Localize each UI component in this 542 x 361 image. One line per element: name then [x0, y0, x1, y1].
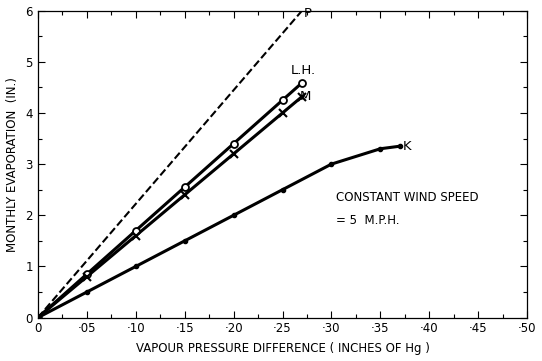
Text: CONSTANT WIND SPEED: CONSTANT WIND SPEED	[337, 191, 479, 204]
Text: P: P	[304, 6, 312, 19]
Text: M: M	[300, 90, 312, 103]
Text: = 5  M.P.H.: = 5 M.P.H.	[337, 214, 400, 227]
X-axis label: VAPOUR PRESSURE DIFFERENCE ( INCHES OF Hg ): VAPOUR PRESSURE DIFFERENCE ( INCHES OF H…	[136, 343, 429, 356]
Y-axis label: MONTHLY EVAPORATION  (IN.): MONTHLY EVAPORATION (IN.)	[5, 77, 18, 252]
Text: K: K	[403, 140, 411, 153]
Text: L.H.: L.H.	[291, 65, 315, 78]
